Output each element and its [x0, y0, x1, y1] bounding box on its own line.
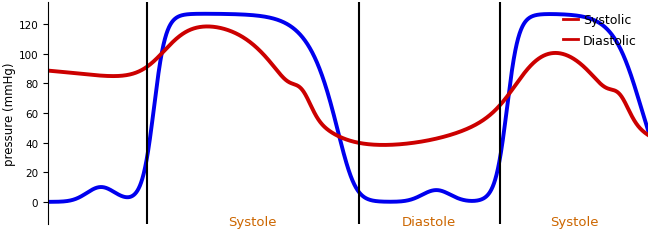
- Y-axis label: pressure (mmHg): pressure (mmHg): [3, 62, 16, 165]
- Legend: Systolic, Diastolic: Systolic, Diastolic: [558, 9, 642, 52]
- Text: Systole: Systole: [229, 215, 277, 228]
- Text: Diastole: Diastole: [402, 215, 456, 228]
- Text: Systole: Systole: [550, 215, 598, 228]
